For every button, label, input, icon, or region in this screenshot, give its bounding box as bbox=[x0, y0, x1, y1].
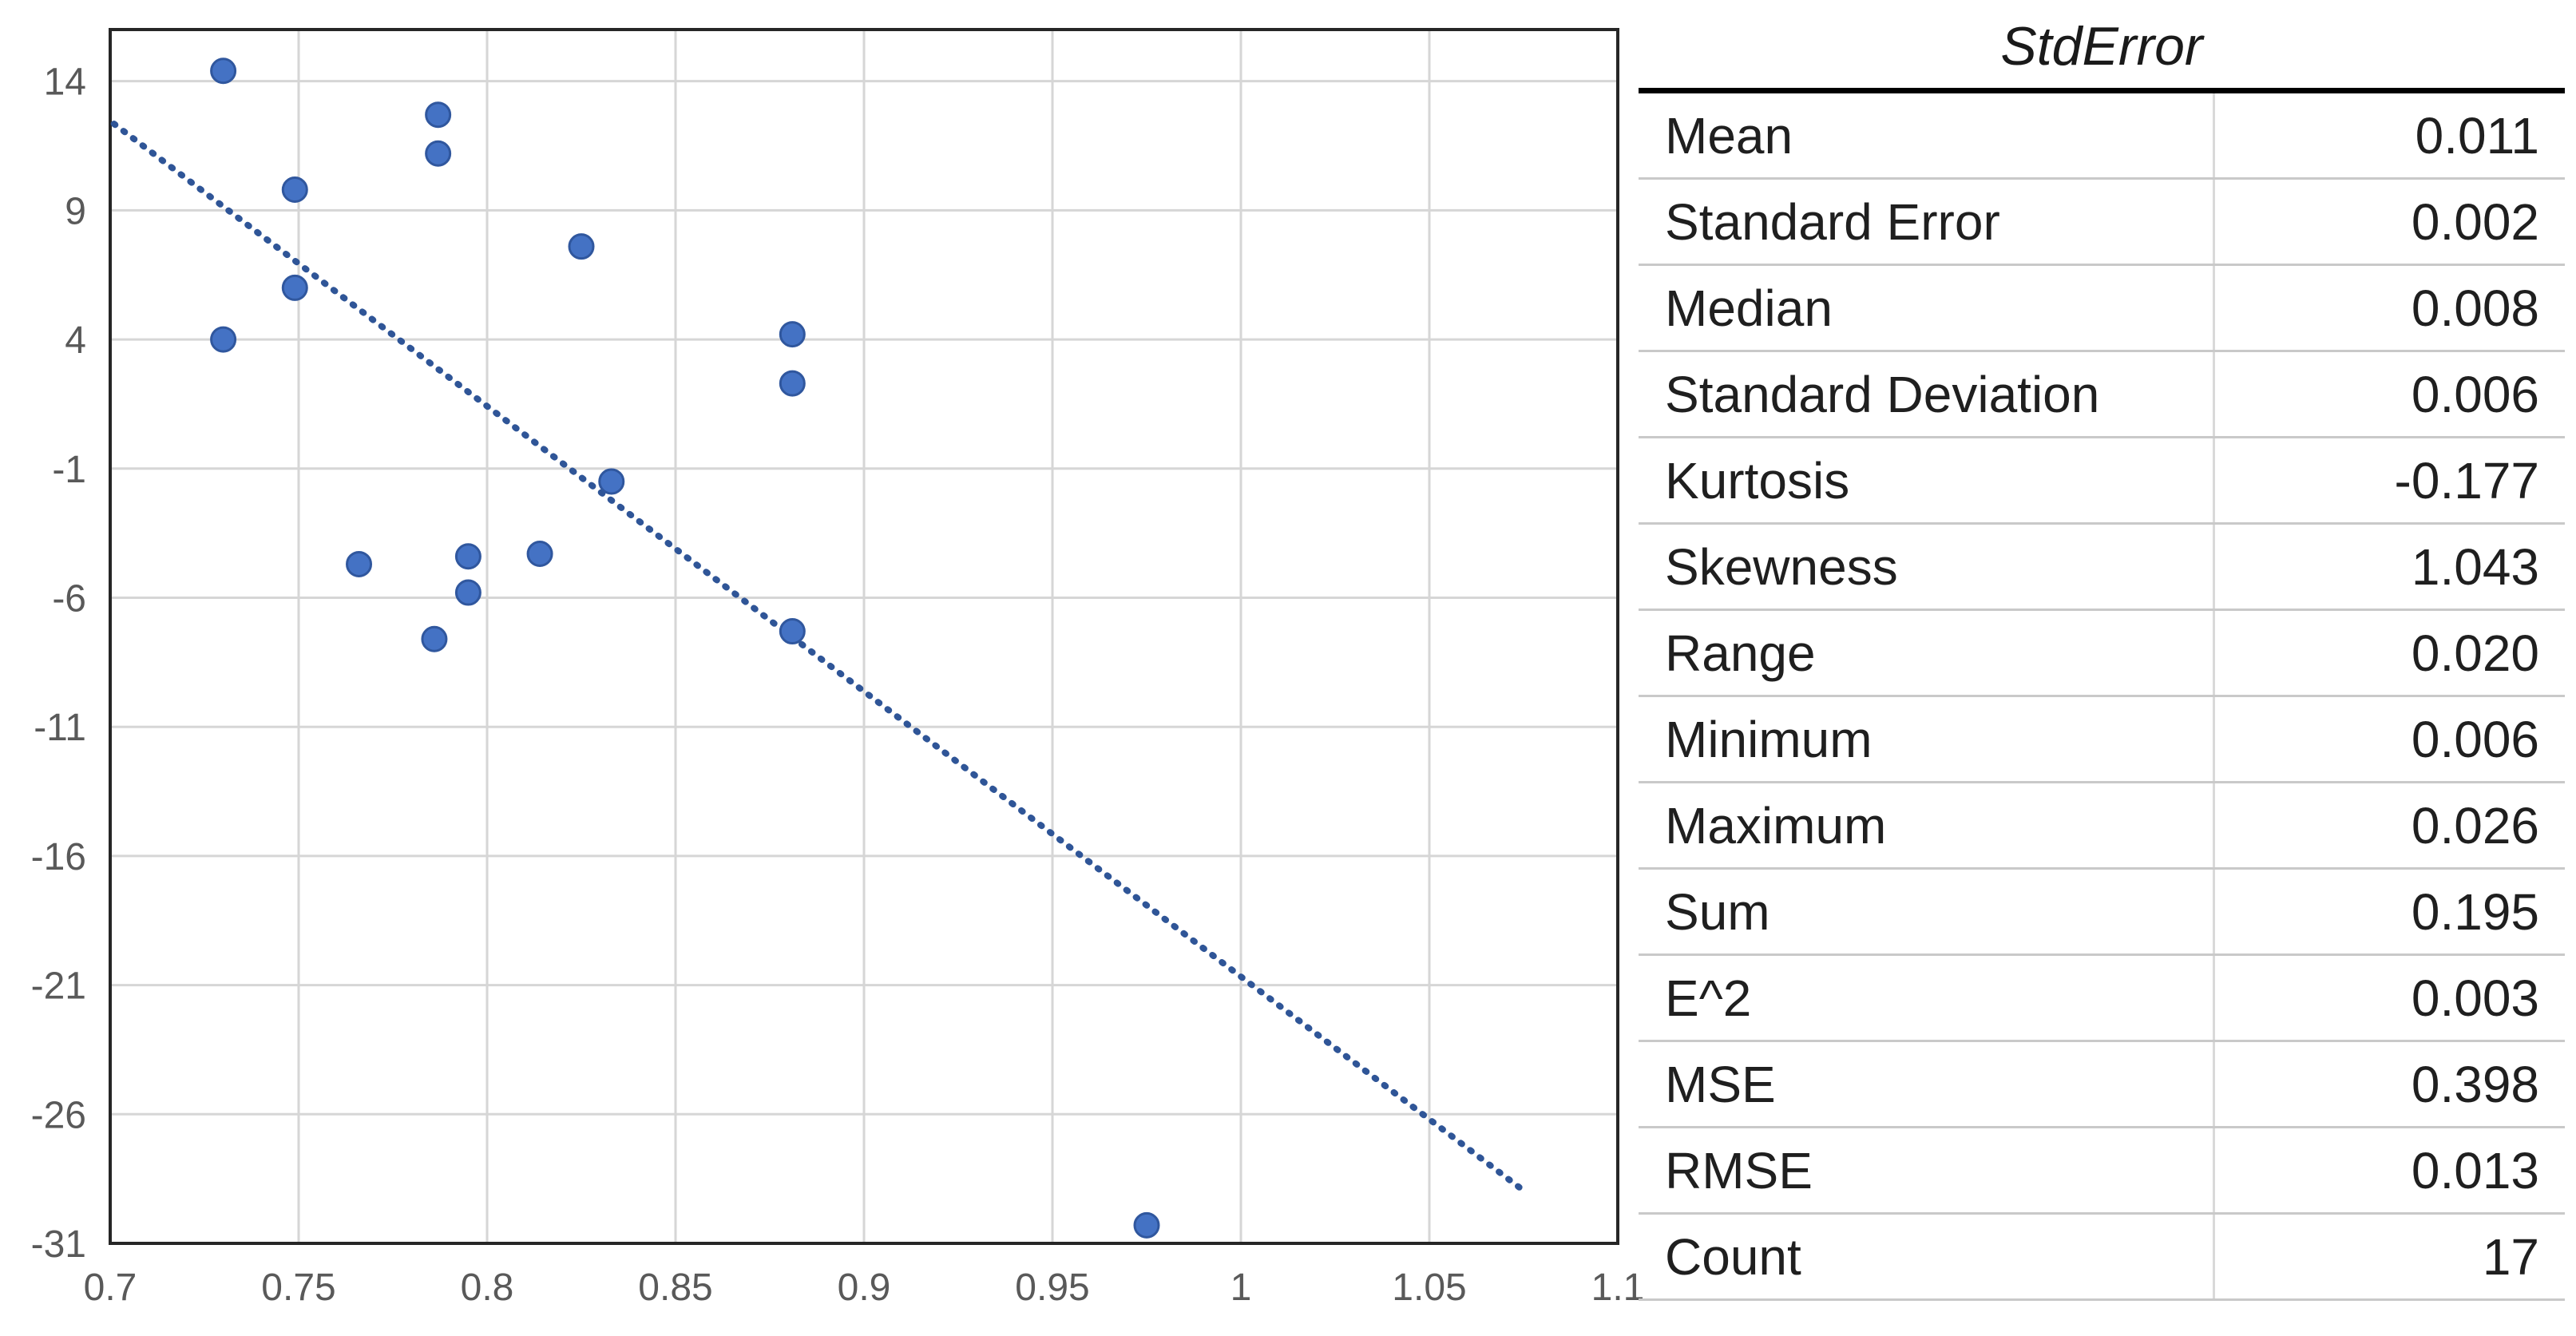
stat-value: 0.026 bbox=[2411, 796, 2539, 854]
stat-value: 0.003 bbox=[2411, 969, 2539, 1027]
table-row: Maximum 0.026 bbox=[1639, 783, 2565, 870]
stat-label: RMSE bbox=[1665, 1141, 1813, 1199]
data-point bbox=[210, 326, 237, 353]
y-tick-label: 14 bbox=[44, 61, 86, 104]
data-point bbox=[779, 321, 806, 348]
y-tick-label: 4 bbox=[65, 319, 86, 362]
y-tick-label: -16 bbox=[31, 836, 86, 878]
stat-value: -0.177 bbox=[2394, 451, 2539, 509]
stats-table: StdError Mean 0.011 Standard Error 0.002 Med… bbox=[1639, 0, 2565, 1301]
stat-label: Maximum bbox=[1665, 796, 1887, 854]
table-row: Standard Error 0.002 bbox=[1639, 180, 2565, 266]
y-tick-label: 9 bbox=[65, 190, 86, 232]
table-row: Minimum 0.006 bbox=[1639, 697, 2565, 783]
stat-value: 0.195 bbox=[2411, 882, 2539, 941]
stat-label: Kurtosis bbox=[1665, 451, 1850, 509]
x-tick-label: 1 bbox=[1231, 1267, 1252, 1309]
data-point bbox=[568, 233, 595, 260]
y-tick-label: -31 bbox=[31, 1223, 86, 1266]
x-tick-label: 0.75 bbox=[261, 1267, 335, 1309]
table-row: Sum 0.195 bbox=[1639, 870, 2565, 956]
stat-label: Minimum bbox=[1665, 710, 1873, 768]
stat-value: 0.006 bbox=[2411, 710, 2539, 768]
data-point bbox=[421, 625, 448, 652]
x-tick-label: 0.95 bbox=[1015, 1267, 1089, 1309]
data-point bbox=[281, 176, 308, 204]
stat-value: 1.043 bbox=[2411, 537, 2539, 596]
y-tick-label: -26 bbox=[31, 1094, 86, 1136]
x-tick-label: 0.7 bbox=[84, 1267, 137, 1309]
x-tick-label: 0.8 bbox=[461, 1267, 514, 1309]
table-row: E^2 0.003 bbox=[1639, 956, 2565, 1042]
stats-rows: Mean 0.011 Standard Error 0.002 Median 0.008 S… bbox=[1639, 93, 2565, 1301]
x-tick-label: 1.1 bbox=[1591, 1267, 1645, 1309]
data-point bbox=[454, 579, 482, 606]
stat-label: Skewness bbox=[1665, 537, 1898, 596]
data-point bbox=[779, 370, 806, 397]
stats-table-title: StdError bbox=[2000, 16, 2203, 77]
stat-value: 0.398 bbox=[2411, 1055, 2539, 1113]
stat-label: Count bbox=[1665, 1227, 1801, 1286]
data-point bbox=[425, 101, 452, 129]
table-column-divider bbox=[2213, 93, 2215, 1301]
stat-label: Mean bbox=[1665, 106, 1793, 165]
table-row: MSE 0.398 bbox=[1639, 1042, 2565, 1128]
table-row: Standard Deviation 0.006 bbox=[1639, 352, 2565, 438]
stat-label: Median bbox=[1665, 279, 1833, 337]
table-row: Mean 0.011 bbox=[1639, 93, 2565, 180]
stat-value: 0.002 bbox=[2411, 192, 2539, 251]
y-tick-label: -1 bbox=[52, 449, 86, 491]
stat-value: 0.011 bbox=[2415, 106, 2539, 165]
stat-label: MSE bbox=[1665, 1055, 1776, 1113]
data-point bbox=[598, 468, 625, 495]
table-header-rule bbox=[1639, 88, 2565, 93]
x-tick-label: 0.9 bbox=[838, 1267, 891, 1309]
stat-label: E^2 bbox=[1665, 969, 1752, 1027]
data-point bbox=[425, 140, 452, 167]
stat-value: 17 bbox=[2482, 1227, 2539, 1286]
data-point bbox=[1133, 1211, 1160, 1239]
stat-value: 0.013 bbox=[2411, 1141, 2539, 1199]
table-row: Count 17 bbox=[1639, 1215, 2565, 1301]
stat-value: 0.006 bbox=[2411, 365, 2539, 423]
stat-value: 0.020 bbox=[2411, 624, 2539, 682]
table-row: RMSE 0.013 bbox=[1639, 1128, 2565, 1215]
table-row: Range 0.020 bbox=[1639, 611, 2565, 697]
table-row: Median 0.008 bbox=[1639, 266, 2565, 352]
stat-label: Sum bbox=[1665, 882, 1770, 941]
y-tick-label: -11 bbox=[34, 707, 86, 749]
data-point bbox=[454, 543, 482, 570]
y-tick-label: -6 bbox=[52, 577, 86, 620]
table-row: Kurtosis -0.177 bbox=[1639, 438, 2565, 525]
stat-label: Standard Deviation bbox=[1665, 365, 2100, 423]
data-point bbox=[210, 57, 237, 85]
x-tick-label: 1.05 bbox=[1392, 1267, 1466, 1309]
data-point bbox=[346, 550, 373, 577]
y-tick-label: -21 bbox=[31, 965, 86, 1008]
table-row: Skewness 1.043 bbox=[1639, 525, 2565, 611]
data-point bbox=[526, 541, 553, 568]
stat-value: 0.008 bbox=[2411, 279, 2539, 337]
x-tick-label: 0.85 bbox=[638, 1267, 712, 1309]
trendline bbox=[110, 121, 1525, 1193]
data-point bbox=[281, 274, 308, 301]
stat-label: Range bbox=[1665, 624, 1816, 682]
plot-border bbox=[109, 28, 1619, 1245]
data-point bbox=[779, 618, 806, 645]
stat-label: Standard Error bbox=[1665, 192, 2000, 251]
